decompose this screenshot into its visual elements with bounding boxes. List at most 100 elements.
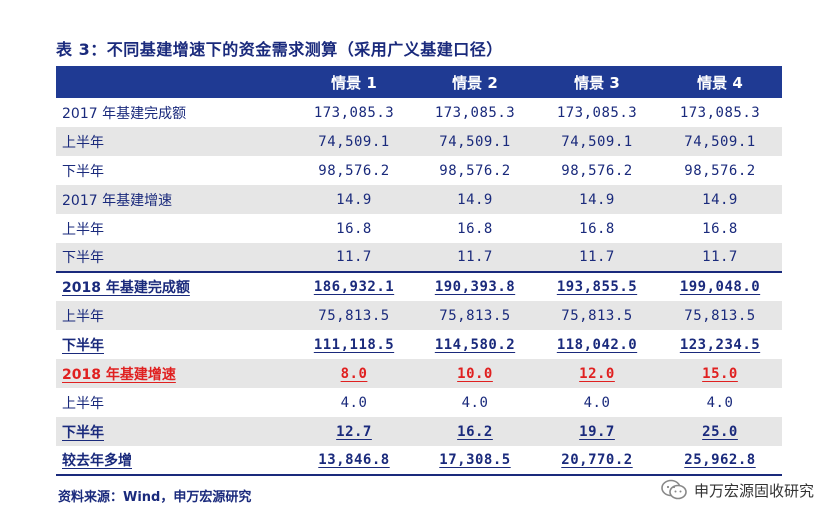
cell-value: 17,308.5	[414, 446, 536, 476]
cell-value: 10.0	[414, 359, 536, 388]
cell-value-text: 25,962.8	[684, 452, 756, 468]
cell-value: 173,085.3	[556, 104, 638, 121]
cell-value: 74,509.1	[414, 127, 536, 156]
cell-value: 20,770.2	[536, 446, 658, 476]
table-row-highlight: 下半年 12.7 16.2 19.7 25.0	[56, 417, 782, 446]
cell-value: 11.7	[536, 243, 658, 272]
cell-value: 98,576.2	[684, 162, 756, 179]
source-note: 资料来源：Wind，申万宏源研究	[58, 490, 252, 505]
cell-value-text: 193,855.5	[556, 279, 638, 295]
cell-value: 4.0	[706, 394, 734, 411]
cell-value: 186,932.1	[294, 271, 414, 301]
cell-value: 4.0	[461, 394, 489, 411]
cell-value: 193,855.5	[536, 271, 658, 301]
row-label-text: 下半年	[62, 424, 104, 441]
cell-value-text: 12.7	[336, 423, 372, 440]
cell-value: 16.8	[702, 220, 738, 237]
row-label: 下半年	[62, 163, 104, 180]
cell-value: 25.0	[658, 417, 782, 446]
cell-value: 11.7	[414, 243, 536, 272]
cell-value: 16.8	[579, 220, 615, 237]
cell-value: 98,576.2	[439, 162, 511, 179]
cell-value-text: 15.0	[702, 365, 738, 382]
header-scenario-2: 情景 2	[414, 66, 536, 98]
cell-value: 173,085.3	[434, 104, 516, 121]
cell-value: 173,085.3	[313, 104, 395, 121]
cell-value-text: 17,308.5	[439, 452, 511, 468]
wechat-icon	[661, 479, 687, 500]
row-label: 2018 年基建完成额	[56, 271, 294, 301]
row-label: 下半年	[56, 330, 294, 359]
header-scenario-4: 情景 4	[658, 66, 782, 98]
cell-value-text: 25.0	[702, 423, 738, 440]
cell-value: 12.0	[536, 359, 658, 388]
table-row: 上半年 74,509.1 74,509.1 74,509.1 74,509.1	[56, 127, 782, 156]
row-label-text: 2018 年基建增速	[62, 366, 176, 383]
cell-value-text: 8.0	[340, 365, 368, 382]
table-row: 上半年 4.0 4.0 4.0 4.0	[56, 388, 782, 417]
cell-value: 98,576.2	[318, 162, 390, 179]
cell-value: 19.7	[536, 417, 658, 446]
row-label: 上半年	[56, 301, 294, 330]
cell-value: 15.0	[658, 359, 782, 388]
table-row-highlight: 下半年 111,118.5 114,580.2 118,042.0 123,23…	[56, 330, 782, 359]
header-row: 情景 1 情景 2 情景 3 情景 4	[56, 66, 782, 98]
table-row: 2017 年基建增速 14.9 14.9 14.9 14.9	[56, 185, 782, 214]
cell-value: 11.7	[658, 243, 782, 272]
row-label: 2017 年基建增速	[56, 185, 294, 214]
cell-value-text: 13,846.8	[318, 452, 390, 468]
cell-value-text: 123,234.5	[679, 336, 761, 353]
cell-value: 14.9	[658, 185, 782, 214]
watermark: 申万宏源固收研究	[660, 478, 814, 502]
cell-value: 199,048.0	[658, 271, 782, 301]
cell-value: 8.0	[294, 359, 414, 388]
table-row-highlight: 2018 年基建完成额 186,932.1 190,393.8 193,855.…	[56, 271, 782, 301]
cell-value: 13,846.8	[294, 446, 414, 476]
cell-value: 14.9	[294, 185, 414, 214]
cell-value: 118,042.0	[536, 330, 658, 359]
cell-value: 16.8	[336, 220, 372, 237]
cell-value-text: 16.2	[457, 423, 493, 440]
cell-value: 111,118.5	[294, 330, 414, 359]
table-title: 表 3：不同基建增速下的资金需求测算（采用广义基建口径）	[56, 40, 503, 59]
cell-value: 74,509.1	[536, 127, 658, 156]
table-row: 上半年 75,813.5 75,813.5 75,813.5 75,813.5	[56, 301, 782, 330]
row-label: 下半年	[56, 417, 294, 446]
cell-value-text: 114,580.2	[434, 336, 516, 353]
cell-value: 14.9	[414, 185, 536, 214]
cell-value: 74,509.1	[658, 127, 782, 156]
cell-value-text: 190,393.8	[434, 279, 516, 295]
cell-value: 16.8	[457, 220, 493, 237]
cell-value-text: 111,118.5	[313, 336, 395, 353]
row-label: 上半年	[56, 127, 294, 156]
table-row: 下半年 98,576.2 98,576.2 98,576.2 98,576.2	[56, 156, 782, 185]
cell-value: 173,085.3	[679, 104, 761, 121]
row-label: 较去年多增	[56, 446, 294, 476]
cell-value: 75,813.5	[294, 301, 414, 330]
cell-value: 98,576.2	[561, 162, 633, 179]
cell-value-text: 186,932.1	[313, 279, 395, 295]
cell-value: 4.0	[340, 394, 368, 411]
cell-value: 16.2	[414, 417, 536, 446]
cell-value: 4.0	[583, 394, 611, 411]
cell-value: 14.9	[536, 185, 658, 214]
table-row: 2017 年基建完成额 173,085.3 173,085.3 173,085.…	[56, 98, 782, 127]
cell-value: 114,580.2	[414, 330, 536, 359]
cell-value: 75,813.5	[658, 301, 782, 330]
row-label: 2018 年基建增速	[56, 359, 294, 388]
cell-value-text: 12.0	[579, 365, 615, 382]
cell-value: 123,234.5	[658, 330, 782, 359]
row-label: 2017 年基建完成额	[62, 105, 187, 122]
cell-value-text: 19.7	[579, 423, 615, 440]
row-label-text: 下半年	[62, 337, 104, 354]
row-label-text: 较去年多增	[62, 453, 132, 469]
header-scenario-3: 情景 3	[536, 66, 658, 98]
row-label: 上半年	[62, 395, 104, 412]
row-label: 上半年	[62, 221, 104, 238]
header-scenario-1: 情景 1	[294, 66, 414, 98]
cell-value: 74,509.1	[294, 127, 414, 156]
cell-value-text: 199,048.0	[679, 279, 761, 295]
cell-value: 75,813.5	[414, 301, 536, 330]
data-table: 情景 1 情景 2 情景 3 情景 4 2017 年基建完成额 173,085.…	[56, 66, 782, 476]
table-row: 下半年 11.7 11.7 11.7 11.7	[56, 243, 782, 272]
